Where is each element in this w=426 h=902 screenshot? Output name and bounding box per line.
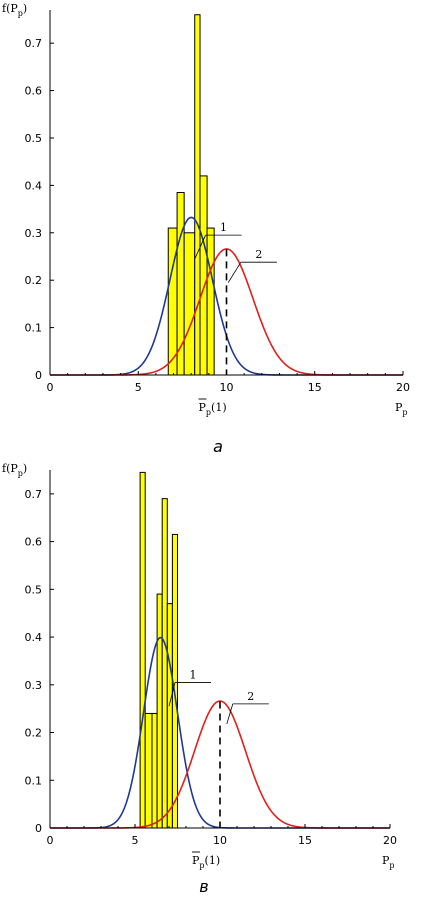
x-tick-label: 15: [308, 381, 322, 394]
curve-label: 2: [247, 690, 254, 703]
histogram-bar: [166, 603, 173, 829]
figure-caption: в: [199, 877, 208, 896]
y-axis-label: f(Pp): [2, 462, 27, 478]
y-tick-label: 0.1: [25, 322, 43, 335]
y-tick-label: 0: [35, 822, 42, 835]
y-tick-label: 0.4: [25, 631, 43, 644]
x-tick-label: 10: [220, 381, 234, 394]
histogram-bar: [151, 712, 158, 829]
x-axis-label: Pp: [382, 854, 395, 870]
y-tick-label: 0.3: [25, 227, 43, 240]
y-tick-label: 0.4: [25, 179, 43, 192]
curve-leader-line: [227, 261, 242, 283]
figure-caption: a: [213, 437, 223, 456]
mean-label: Pp(1): [192, 854, 220, 870]
y-tick-label: 0.5: [25, 132, 43, 145]
x-tick-label: 0: [47, 381, 54, 394]
y-tick-label: 0.3: [25, 679, 43, 692]
y-tick-label: 0.7: [25, 488, 43, 501]
histogram-bar: [139, 471, 146, 829]
y-tick-label: 0.7: [25, 37, 43, 50]
x-tick-label: 0: [47, 834, 54, 847]
histogram-bar: [183, 232, 196, 376]
curve-label: 2: [255, 248, 262, 261]
x-tick-label: 10: [213, 834, 227, 847]
curve-label: 1: [190, 668, 197, 681]
histogram-bar: [144, 712, 153, 829]
chart-panel-1: 120 5 10 15 2000.10.20.30.40.50.60.7f(Pp)PpP…: [2, 2, 410, 456]
curve-leader-line: [226, 703, 234, 725]
x-tick-label: 5: [135, 381, 142, 394]
x-axis-label: Pp: [395, 401, 408, 417]
x-tick-label: 5: [132, 834, 139, 847]
curve-leader-line: [168, 682, 176, 707]
histogram-bar: [199, 175, 208, 376]
x-tick-label: 20: [383, 834, 397, 847]
histogram-bar: [206, 227, 215, 376]
y-tick-label: 0.6: [25, 85, 43, 98]
histogram-bar: [161, 498, 168, 829]
histogram-bar: [194, 14, 201, 376]
histogram-bar: [167, 227, 178, 376]
histogram-bar: [156, 593, 163, 829]
y-axis-label: f(Pp): [2, 2, 27, 18]
mean-label: Pp(1): [199, 401, 227, 417]
y-tick-label: 0.5: [25, 583, 43, 596]
chart-panel-2: 120 5 10 15 2000.10.20.30.40.50.60.7f(Pp)PpP…: [2, 462, 397, 896]
y-tick-label: 0.1: [25, 774, 43, 787]
y-tick-label: 0.2: [25, 727, 43, 740]
curve-label: 1: [220, 221, 227, 234]
x-tick-label: 20: [396, 381, 410, 394]
curve-leader-line: [194, 234, 206, 260]
y-tick-label: 0.6: [25, 536, 43, 549]
x-tick-label: 15: [298, 834, 312, 847]
y-tick-label: 0.2: [25, 274, 43, 287]
y-tick-label: 0: [35, 369, 42, 382]
